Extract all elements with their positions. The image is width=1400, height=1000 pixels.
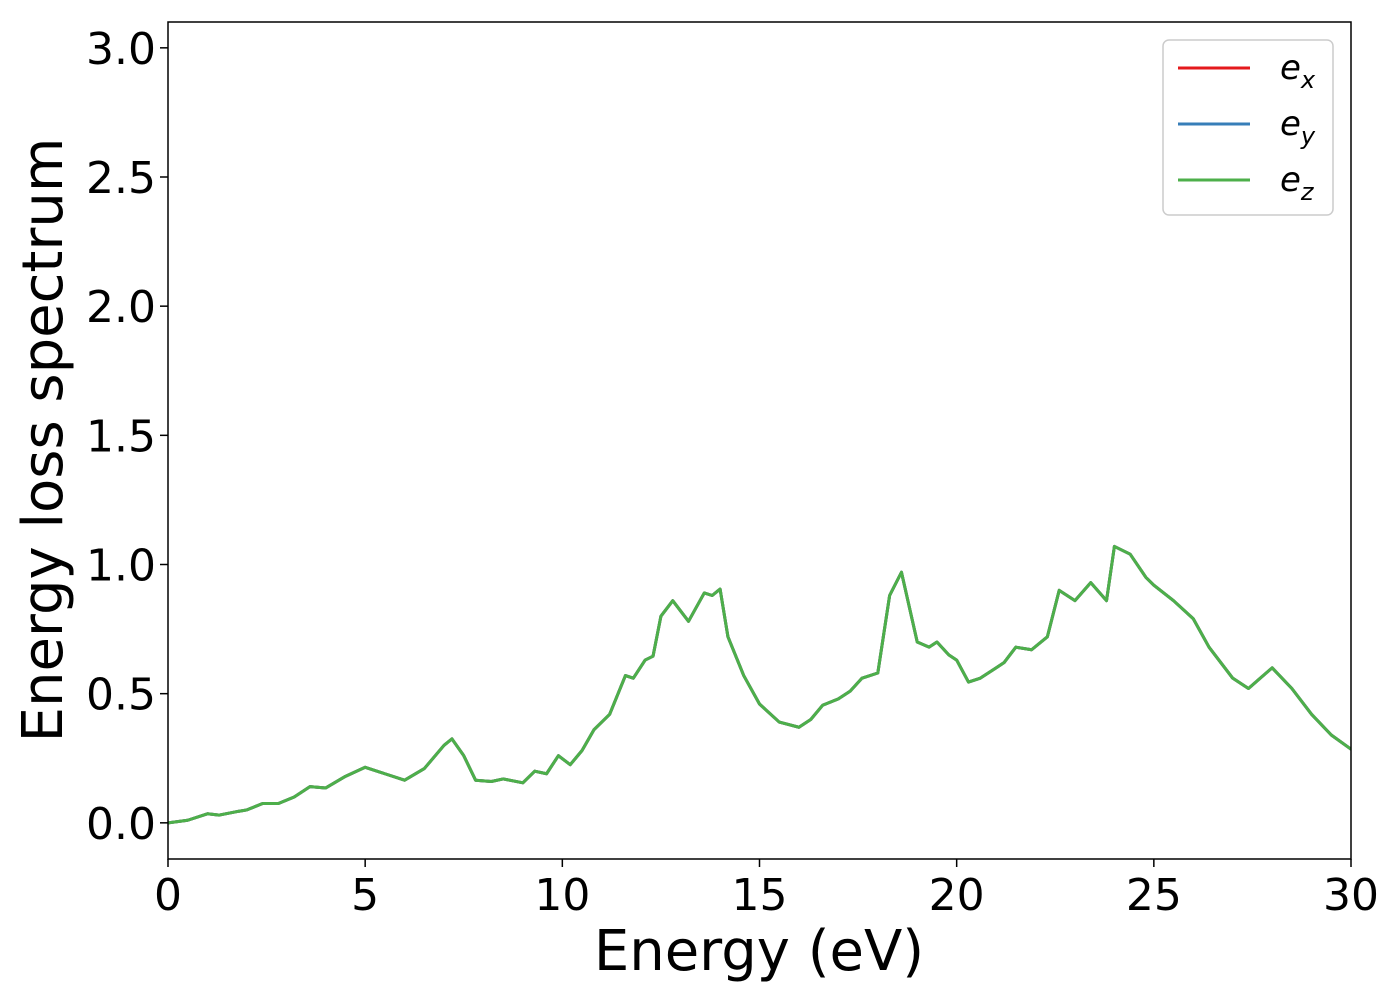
y-tick-label: 0.0 bbox=[86, 799, 156, 850]
x-tick-label: 0 bbox=[154, 870, 182, 921]
y-tick-label: 2.0 bbox=[86, 282, 156, 333]
x-tick-label: 15 bbox=[732, 870, 788, 921]
x-tick-label: 25 bbox=[1126, 870, 1182, 921]
legend-label: ey bbox=[1280, 104, 1316, 150]
y-tick-label: 1.5 bbox=[86, 411, 156, 462]
y-tick-label: 3.0 bbox=[86, 24, 156, 75]
legend-label: ex bbox=[1280, 48, 1316, 94]
y-tick-label: 0.5 bbox=[86, 670, 156, 721]
y-tick-label: 1.0 bbox=[86, 541, 156, 592]
y-axis: 0.0 0.5 1.0 1.5 2.0 2.5 3.0 bbox=[86, 24, 168, 850]
x-axis-label: Energy (eV) bbox=[594, 919, 924, 984]
series-line-e-z bbox=[168, 544, 1351, 825]
x-tick-label: 10 bbox=[534, 870, 590, 921]
x-tick-label: 30 bbox=[1323, 870, 1379, 921]
legend-label: ez bbox=[1280, 160, 1315, 206]
legend-box bbox=[1162, 39, 1334, 216]
y-axis-label: Energy loss spectrum bbox=[11, 138, 76, 743]
series-line-e-x bbox=[168, 544, 1351, 825]
legend: ex ey ez bbox=[1162, 39, 1334, 216]
x-axis: 0 5 10 15 20 25 30 bbox=[154, 859, 1379, 921]
plot-area bbox=[168, 544, 1351, 825]
x-tick-label: 5 bbox=[351, 870, 379, 921]
series-line-e-y bbox=[168, 544, 1351, 825]
x-tick-label: 20 bbox=[929, 870, 985, 921]
y-tick-label: 2.5 bbox=[86, 153, 156, 204]
